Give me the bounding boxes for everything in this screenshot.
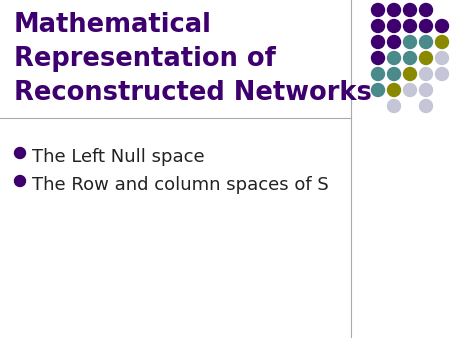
Circle shape <box>404 83 417 97</box>
Text: Reconstructed Networks: Reconstructed Networks <box>14 80 372 106</box>
Circle shape <box>404 20 417 32</box>
Circle shape <box>419 20 432 32</box>
Circle shape <box>419 83 432 97</box>
Circle shape <box>372 83 384 97</box>
Circle shape <box>436 51 449 65</box>
Circle shape <box>387 51 400 65</box>
Circle shape <box>419 68 432 80</box>
Text: Mathematical: Mathematical <box>14 12 212 38</box>
Circle shape <box>372 20 384 32</box>
Circle shape <box>404 3 417 17</box>
Circle shape <box>372 68 384 80</box>
Circle shape <box>419 3 432 17</box>
Circle shape <box>419 99 432 113</box>
Circle shape <box>404 51 417 65</box>
Circle shape <box>436 35 449 48</box>
Circle shape <box>372 35 384 48</box>
Circle shape <box>436 20 449 32</box>
Circle shape <box>14 175 26 187</box>
Text: The Row and column spaces of S: The Row and column spaces of S <box>32 176 329 194</box>
Circle shape <box>387 99 400 113</box>
Circle shape <box>387 20 400 32</box>
Circle shape <box>404 35 417 48</box>
Circle shape <box>419 35 432 48</box>
Circle shape <box>387 35 400 48</box>
Circle shape <box>387 83 400 97</box>
Circle shape <box>436 68 449 80</box>
Circle shape <box>404 68 417 80</box>
Circle shape <box>387 3 400 17</box>
Circle shape <box>419 51 432 65</box>
Text: The Left Null space: The Left Null space <box>32 148 205 166</box>
Circle shape <box>387 68 400 80</box>
Circle shape <box>372 51 384 65</box>
Circle shape <box>14 147 26 159</box>
Text: Representation of: Representation of <box>14 46 276 72</box>
Circle shape <box>372 3 384 17</box>
